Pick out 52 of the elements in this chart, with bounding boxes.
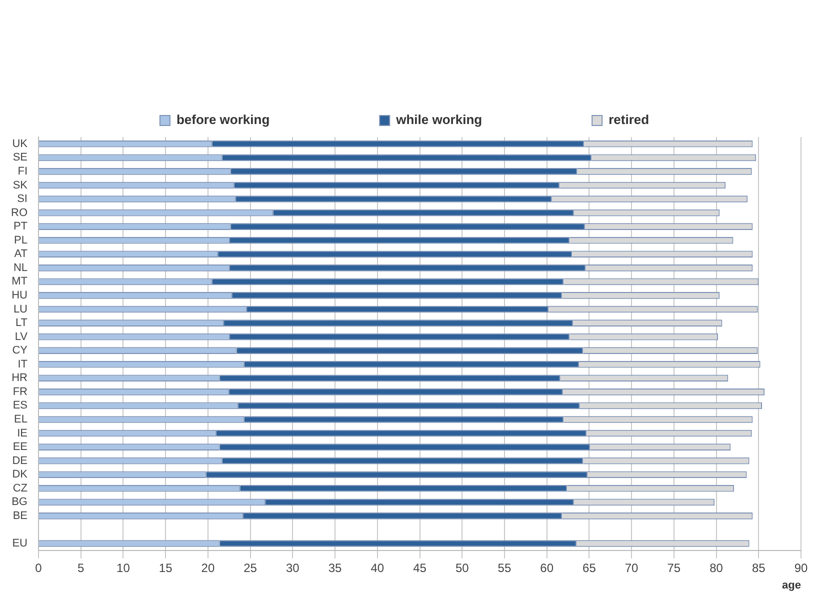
x-tick-label: 55	[498, 560, 512, 575]
x-tick-label: 90	[794, 560, 808, 575]
x-tick-label: 60	[540, 560, 554, 575]
legend-label: before working	[176, 112, 270, 128]
x-tick-label: 0	[35, 560, 42, 575]
y-tick-label: LV	[14, 330, 28, 343]
y-tick-label: HU	[12, 290, 28, 302]
y-tick-label: CY	[12, 344, 28, 357]
x-tick-label: 75	[667, 560, 681, 575]
y-tick-label: EL	[14, 414, 28, 426]
y-tick-label: FR	[12, 386, 28, 398]
x-tick-label: 50	[455, 560, 470, 575]
y-tick-label: SE	[12, 152, 28, 164]
y-tick-label: SI	[17, 193, 28, 206]
y-tick-label: EU	[12, 538, 28, 550]
x-tick-label: 25	[244, 560, 258, 575]
x-tick-label: 5	[78, 560, 85, 575]
y-tick-label: IE	[17, 427, 28, 440]
y-tick-label: AT	[14, 248, 28, 260]
y-tick-label: EE	[12, 441, 28, 454]
y-tick-label: IT	[18, 358, 28, 370]
y-tick-label: DE	[12, 454, 28, 467]
y-tick-label: BG	[12, 496, 28, 508]
x-tick-label: 45	[413, 560, 427, 575]
x-tick-label: 65	[582, 560, 596, 575]
x-tick-label: 30	[286, 560, 300, 575]
x-tick-label: 10	[116, 560, 130, 575]
x-tick-label: 70	[624, 560, 639, 575]
y-tick-label: FI	[18, 165, 28, 178]
y-tick-label: SK	[12, 179, 28, 192]
y-tick-label: ES	[12, 400, 28, 412]
y-tick-label: NL	[13, 262, 28, 274]
x-tick-label: 35	[328, 560, 342, 575]
x-tick-label: 15	[158, 560, 173, 575]
y-tick-label: LT	[15, 317, 28, 330]
y-tick-label: HR	[12, 372, 28, 384]
legend-label: while working	[395, 112, 482, 128]
y-tick-label: UK	[12, 138, 28, 150]
y-tick-label: PL	[14, 234, 28, 246]
legend-label: retired	[608, 112, 650, 128]
x-axis-title: age	[782, 579, 801, 592]
x-tick-label: 20	[201, 560, 215, 575]
y-tick-label: DK	[12, 468, 28, 481]
y-tick-label: LU	[13, 303, 28, 316]
x-tick-label: 40	[370, 560, 384, 575]
y-tick-label: MT	[12, 276, 28, 288]
y-tick-label: PT	[13, 220, 28, 233]
x-tick-label: 85	[752, 560, 766, 575]
x-tick-label: 80	[710, 560, 724, 575]
y-tick-label: RO	[11, 206, 28, 219]
y-tick-label: CZ	[12, 482, 28, 494]
y-tick-label: BE	[12, 510, 28, 522]
